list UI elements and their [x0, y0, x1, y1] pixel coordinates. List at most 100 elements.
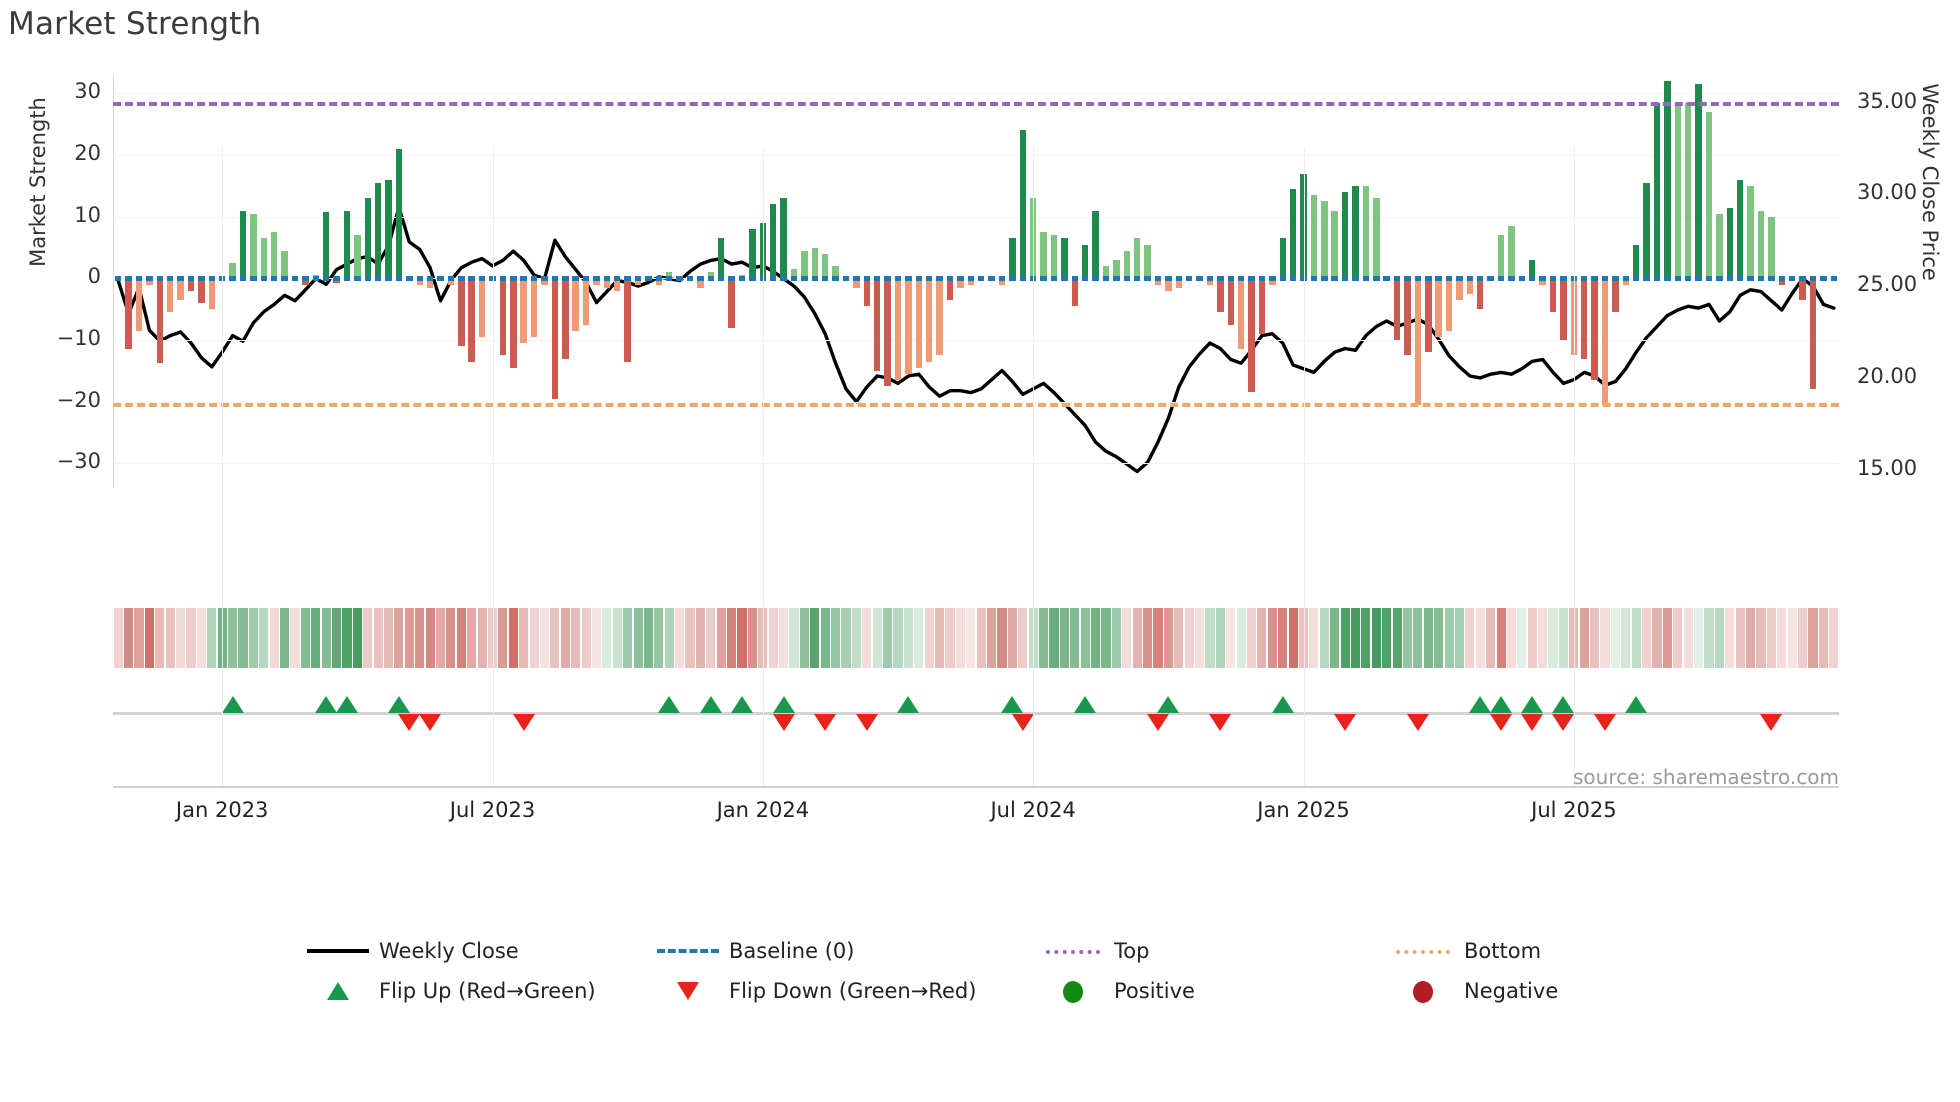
flip-up-marker[interactable] [1552, 696, 1575, 713]
strength-bar[interactable] [822, 253, 829, 279]
heatmap-cell[interactable] [914, 608, 924, 668]
flip-down-marker[interactable] [855, 714, 878, 731]
strength-bar[interactable] [302, 278, 309, 285]
strength-bar[interactable] [322, 212, 330, 279]
flip-down-marker[interactable] [1490, 714, 1513, 731]
heatmap-cell[interactable] [1434, 608, 1444, 668]
heatmap-cell[interactable] [1101, 608, 1111, 668]
heatmap-cell[interactable] [1506, 608, 1517, 668]
legend-item[interactable]: Negative [1386, 978, 1558, 1004]
heatmap-cell[interactable] [435, 608, 446, 668]
strength-bar[interactable] [1279, 238, 1286, 279]
strength-bar[interactable] [354, 235, 361, 279]
strength-bar[interactable] [562, 278, 569, 359]
heatmap-cell[interactable] [872, 608, 882, 668]
strength-bar[interactable] [1269, 278, 1276, 285]
heatmap-cell[interactable] [1111, 608, 1121, 668]
strength-bar[interactable] [1539, 278, 1546, 285]
heatmap-cell[interactable] [695, 608, 706, 668]
strength-bar[interactable] [873, 278, 881, 371]
heatmap-cell[interactable] [1714, 608, 1724, 668]
heatmap-cell[interactable] [1454, 608, 1465, 668]
strength-bar[interactable] [1653, 102, 1661, 279]
strength-bar[interactable] [208, 278, 215, 310]
strength-bar[interactable] [1695, 84, 1702, 279]
strength-bar[interactable] [894, 278, 902, 381]
heatmap-cell[interactable] [893, 608, 903, 668]
heatmap-cell[interactable] [1496, 608, 1506, 668]
heatmap-cell[interactable] [654, 608, 664, 668]
heatmap-cell[interactable] [1413, 608, 1423, 668]
flip-up-marker[interactable] [658, 696, 681, 713]
strength-bar[interactable] [1674, 101, 1682, 279]
legend-item[interactable]: Positive [1036, 978, 1195, 1004]
strength-bar[interactable] [832, 266, 839, 279]
heatmap-cell[interactable] [747, 608, 758, 668]
heatmap-cell[interactable] [1486, 608, 1496, 668]
strength-bar[interactable] [1123, 250, 1130, 279]
strength-bar[interactable] [260, 238, 267, 279]
strength-bar[interactable] [1362, 185, 1370, 279]
strength-bar[interactable] [1040, 232, 1047, 279]
strength-bar[interactable] [426, 278, 434, 288]
heatmap-cell[interactable] [1787, 608, 1797, 668]
strength-bar[interactable] [551, 278, 559, 399]
flip-up-marker[interactable] [1490, 696, 1513, 713]
strength-bar[interactable] [925, 278, 933, 362]
strength-bar[interactable] [1019, 130, 1026, 279]
heatmap-cell[interactable] [498, 608, 508, 668]
heatmap-cell[interactable] [404, 608, 414, 668]
strength-bar[interactable] [1768, 216, 1775, 279]
strength-bar[interactable] [603, 278, 611, 288]
heatmap-cell[interactable] [903, 608, 913, 668]
heatmap-cell[interactable] [883, 608, 893, 668]
heatmap-cell[interactable] [1756, 608, 1766, 668]
strength-bar[interactable] [1175, 278, 1182, 288]
heatmap-cell[interactable] [248, 608, 258, 668]
strength-bar[interactable] [936, 278, 943, 356]
heatmap-cell[interactable] [560, 608, 570, 668]
strength-bar[interactable] [957, 278, 964, 288]
heatmap-cell[interactable] [1579, 608, 1589, 668]
heatmap-cell[interactable] [1725, 608, 1735, 668]
strength-bar[interactable] [520, 278, 527, 344]
strength-bar[interactable] [1633, 244, 1640, 279]
heatmap-cell[interactable] [456, 608, 466, 668]
strength-bar[interactable] [1133, 238, 1141, 279]
strength-bar[interactable] [1705, 111, 1713, 279]
legend-item[interactable]: Top [1036, 938, 1149, 964]
strength-bar[interactable] [1248, 278, 1255, 393]
heatmap-cell[interactable] [758, 608, 768, 668]
heatmap-cell[interactable] [373, 608, 383, 668]
flip-down-marker[interactable] [512, 714, 535, 731]
strength-bar[interactable] [1778, 278, 1786, 285]
heatmap-cell[interactable] [1319, 608, 1329, 668]
strength-bar[interactable] [998, 278, 1006, 285]
heatmap-cell[interactable] [976, 608, 986, 668]
strength-bar[interactable] [624, 278, 631, 362]
strength-bar[interactable] [1612, 278, 1619, 313]
flip-down-marker[interactable] [398, 714, 421, 731]
heatmap-cell[interactable] [1808, 608, 1818, 668]
strength-bar[interactable] [1736, 179, 1744, 279]
flip-up-marker[interactable] [699, 696, 722, 713]
heatmap-cell[interactable] [217, 608, 227, 668]
strength-bar[interactable] [1113, 259, 1120, 279]
heatmap-cell[interactable] [1829, 608, 1839, 668]
strength-bar[interactable] [801, 250, 808, 279]
heatmap-cell[interactable] [144, 608, 154, 668]
flip-down-marker[interactable] [1334, 714, 1357, 731]
heatmap-cell[interactable] [924, 608, 934, 668]
heatmap-cell[interactable] [831, 608, 841, 668]
strength-bar[interactable] [156, 278, 163, 364]
strength-bar[interactable] [1071, 278, 1078, 307]
heatmap-cell[interactable] [124, 608, 134, 668]
strength-bar[interactable] [1560, 278, 1567, 341]
heatmap-cell[interactable] [716, 608, 726, 668]
strength-bar[interactable] [1092, 210, 1099, 279]
strength-bar[interactable] [1570, 278, 1578, 356]
heatmap-cell[interactable] [1215, 608, 1225, 668]
heatmap-cell[interactable] [945, 608, 955, 668]
heatmap-cell[interactable] [810, 608, 820, 668]
heatmap-cell[interactable] [1382, 608, 1392, 668]
